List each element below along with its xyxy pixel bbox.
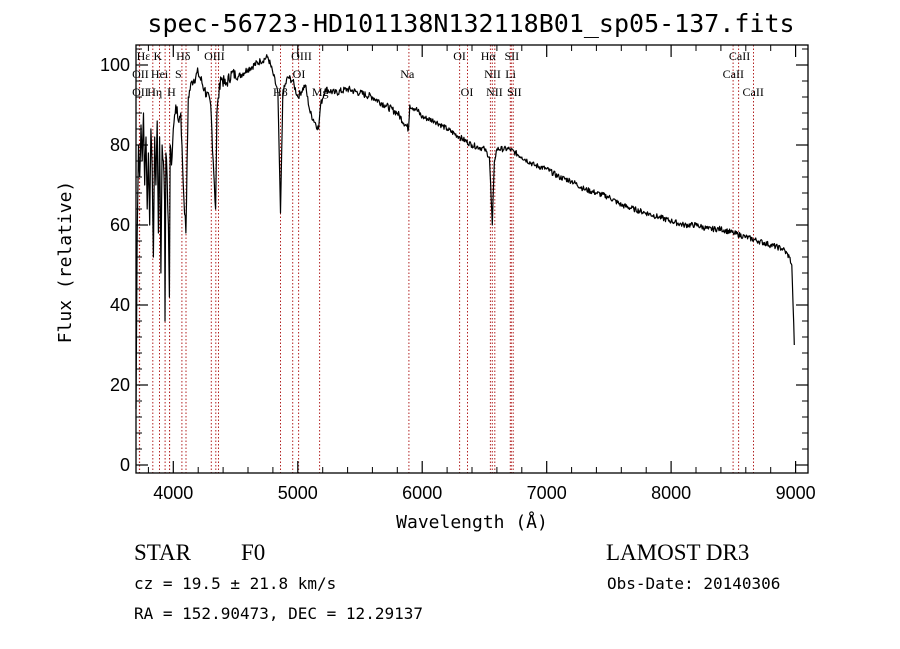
- x-tick-label: 4000: [153, 483, 193, 503]
- line-label: OIII: [291, 49, 312, 63]
- line-label: SII: [507, 85, 522, 99]
- line-label: Li: [505, 67, 516, 81]
- line-label: CaII: [743, 85, 764, 99]
- line-label: NII: [484, 67, 501, 81]
- line-label: OI: [453, 49, 466, 63]
- line-label: S: [175, 67, 182, 81]
- line-label: Mg: [312, 85, 329, 99]
- coordinates: RA = 152.90473, DEC = 12.29137: [134, 604, 423, 623]
- line-label: Hα: [481, 49, 497, 63]
- obs-date: Obs-Date: 20140306: [607, 574, 780, 593]
- line-label: CaII: [723, 67, 744, 81]
- x-tick-label: 7000: [527, 483, 567, 503]
- line-label: SII: [504, 49, 519, 63]
- x-tick-label: 8000: [651, 483, 691, 503]
- y-axis-label: Flux (relative): [55, 181, 76, 344]
- line-label: NII: [486, 85, 503, 99]
- line-label: OIII: [204, 49, 225, 63]
- spectrum-line: [135, 54, 795, 410]
- survey-name: LAMOST DR3: [606, 540, 749, 565]
- y-tick-label: 60: [110, 215, 130, 235]
- spectral-line-markers: [138, 45, 754, 473]
- line-label: K: [153, 49, 162, 63]
- line-label: OI: [461, 85, 474, 99]
- line-label: Hβ: [273, 85, 288, 99]
- line-label: Hε: [137, 49, 151, 63]
- y-tick-label: 0: [120, 455, 130, 475]
- line-label: Hei: [151, 67, 169, 81]
- line-label: Na: [400, 67, 415, 81]
- y-tick-label: 80: [110, 135, 130, 155]
- plot-frame: [135, 44, 809, 474]
- object-class: STAR: [134, 540, 192, 565]
- axis-ticks: [136, 45, 808, 473]
- y-tick-label: 20: [110, 375, 130, 395]
- line-label: OI: [293, 67, 306, 81]
- line-label: CaII: [729, 49, 750, 63]
- x-tick-label: 5000: [278, 483, 318, 503]
- chart-title: spec-56723-HD101138N132118B01_sp05-137.f…: [147, 9, 794, 38]
- axis-tick-labels: 4000 5000 6000 7000 8000 9000 0 20 40 60 80 100: [100, 55, 816, 503]
- y-tick-label: 100: [100, 55, 130, 75]
- redshift-info: cz = 19.5 ± 21.8 km/s: [134, 574, 336, 593]
- x-tick-label: 6000: [402, 483, 442, 503]
- y-tick-label: 40: [110, 295, 130, 315]
- x-tick-label: 9000: [776, 483, 816, 503]
- object-subclass: F0: [241, 540, 265, 565]
- x-axis-label: Wavelength (Å): [396, 511, 548, 533]
- line-label: Hη: [147, 85, 162, 99]
- line-label: H: [167, 85, 176, 99]
- line-label: Hδ: [176, 49, 191, 63]
- line-label: OII: [132, 67, 149, 81]
